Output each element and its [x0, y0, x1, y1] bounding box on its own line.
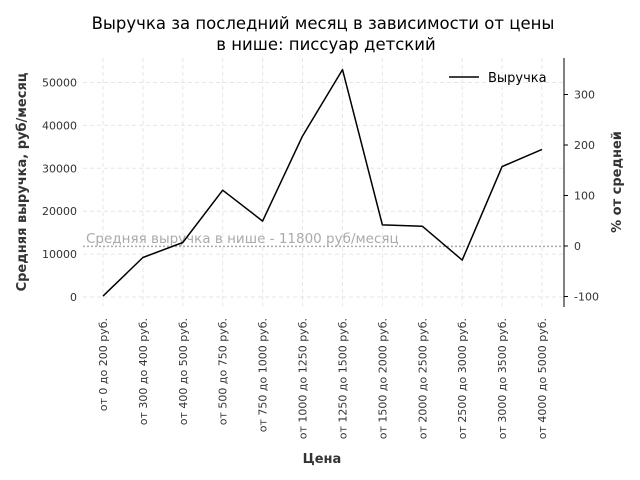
x-tick-label: от 4000 до 5000 руб.: [536, 318, 549, 439]
grid: [83, 58, 563, 306]
y-tick-label: 40000: [42, 119, 77, 132]
series-line: [102, 68, 543, 297]
chart-title-line2: в нише: писсуар детский: [216, 35, 435, 54]
x-tick-label: от 2000 до 2500 руб.: [416, 318, 429, 439]
x-tick-label: от 3000 до 3500 руб.: [496, 318, 509, 439]
average-label: Средняя выручка в нише - 11800 руб/месяц: [86, 231, 399, 247]
y2-tick-label: 0: [574, 240, 581, 253]
x-tick-label: от 300 до 400 руб.: [137, 318, 150, 425]
series-group: [102, 68, 543, 297]
x-axis-label: Цена: [303, 452, 342, 467]
x-tick-label: от 1500 до 2000 руб.: [376, 318, 389, 439]
y2-tick-label: -100: [574, 291, 599, 304]
legend-entry: Выручка: [488, 71, 547, 86]
y-axis-label: Средняя выручка, руб/месяц: [15, 72, 30, 291]
y-tick-label: 30000: [42, 162, 77, 175]
x-tick-label: от 0 до 200 руб.: [97, 318, 110, 411]
x-tick-label: от 500 до 750 руб.: [217, 318, 230, 425]
x-axis-ticks: от 0 до 200 руб. от 300 до 400 руб. от 400…: [97, 318, 549, 439]
y2-tick-label: 100: [574, 190, 595, 203]
chart-title-line1: Выручка за последний месяц в зависимости…: [92, 14, 555, 33]
y-tick-label: 10000: [42, 248, 77, 261]
y2-tick-label: 300: [574, 89, 595, 102]
x-tick-label: от 400 до 500 руб.: [177, 318, 190, 425]
legend: Выручка: [449, 71, 547, 86]
y-tick-label: 20000: [42, 205, 77, 218]
y-tick-label: 50000: [42, 77, 77, 90]
y2-tick-label: 200: [574, 139, 595, 152]
x-tick-label: от 2500 до 3000 руб.: [456, 318, 469, 439]
y-tick-label: 0: [70, 291, 77, 304]
y2-axis-label: % от средней: [610, 131, 625, 233]
x-tick-label: от 1250 до 1500 руб.: [336, 318, 349, 439]
y-axis-ticks: 0 10000 20000 30000 40000 50000: [42, 77, 77, 305]
x-tick-label: от 1000 до 1250 руб.: [297, 318, 310, 439]
x-tick-label: от 750 до 1000 руб.: [257, 318, 270, 432]
y2-axis: -100 0 100 200 300: [563, 58, 599, 307]
